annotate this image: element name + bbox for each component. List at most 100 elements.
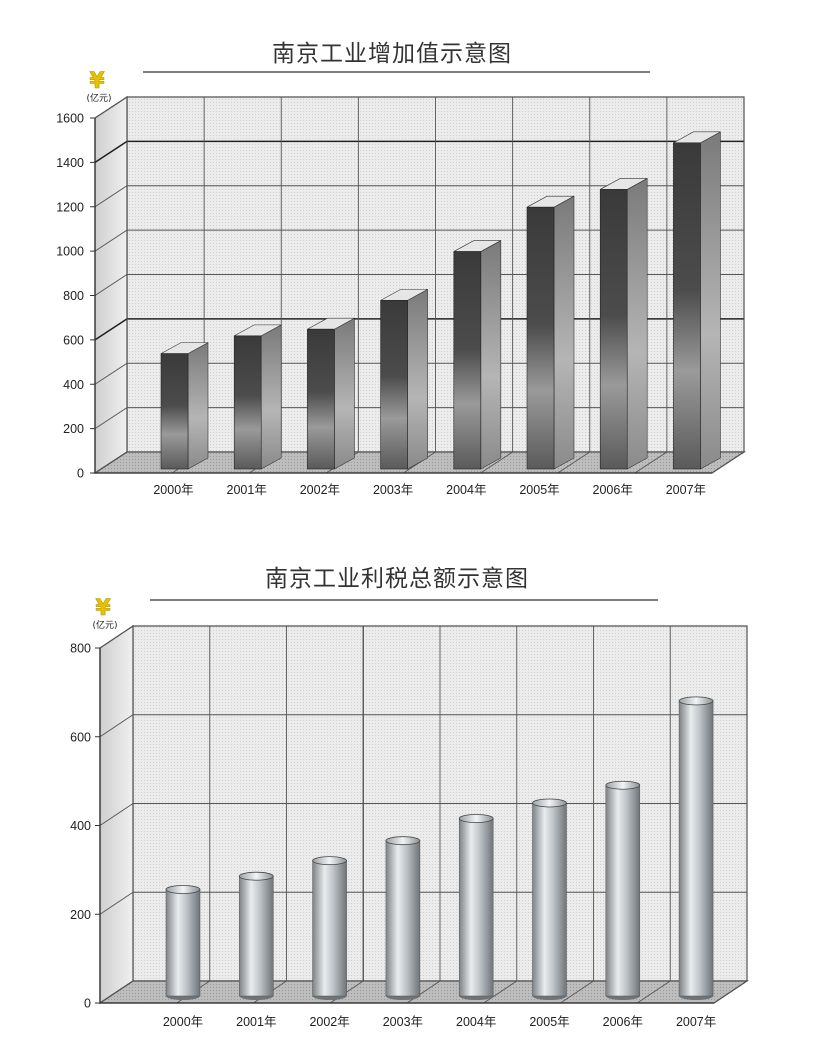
bar-body <box>312 860 347 997</box>
bar <box>307 317 355 470</box>
bar-side <box>553 195 575 470</box>
bar <box>453 240 502 470</box>
chart2-ytick-label: 200 <box>70 908 91 922</box>
bar <box>678 696 714 1000</box>
chart1-ytick-label: 1400 <box>56 156 84 170</box>
bar-body <box>458 818 494 997</box>
bar-top <box>678 696 714 706</box>
chart1-floor-divider <box>94 451 128 474</box>
bar-side <box>334 317 355 470</box>
bar <box>165 885 201 1000</box>
chart1-ytick-label: 1000 <box>56 245 84 259</box>
chart1-ytick-label: 200 <box>63 422 84 436</box>
chart2-bars <box>165 696 714 1000</box>
chart1-ytick-label: 600 <box>63 333 84 347</box>
bar <box>599 177 648 470</box>
bar <box>233 324 282 470</box>
bar-body <box>678 700 714 997</box>
chart1-xtick-label: 2005年 <box>519 483 559 497</box>
chart1-ytick-label: 400 <box>63 378 84 392</box>
chart2-unit-label: (亿元) <box>92 619 117 631</box>
chart2-xtick-label: 2007年 <box>676 1015 716 1029</box>
chart1-xtick-label: 2002年 <box>300 483 340 497</box>
bar-top <box>165 885 201 894</box>
bar-front <box>380 300 408 470</box>
chart2-currency-symbol: ¥ <box>95 596 111 621</box>
bar <box>458 814 494 1000</box>
chart1-ytick-label: 1200 <box>56 200 84 214</box>
chart2-xtick-label: 2000年 <box>163 1015 203 1029</box>
bar-body <box>239 875 274 997</box>
chart1-xtick-label: 2001年 <box>227 483 267 497</box>
chart1-floor-divider <box>557 451 590 474</box>
chart1-xtick-label: 2003年 <box>373 483 413 497</box>
bar <box>532 798 567 1000</box>
bar-side <box>260 324 282 470</box>
chart2-ytick-label: 600 <box>70 730 91 744</box>
chart1-unit-label: (亿元) <box>86 92 111 104</box>
chart2-xtick-label: 2004年 <box>456 1015 496 1029</box>
bar-front <box>307 328 335 470</box>
chart1-floor-divider <box>711 451 745 474</box>
chart1-xtick-label: 2007年 <box>666 483 706 497</box>
chart1-ytick-label: 1600 <box>56 112 84 126</box>
bar-front <box>599 189 628 470</box>
bar-body <box>605 784 641 997</box>
chart2-xtick-label: 2003年 <box>383 1015 423 1029</box>
chart1-title: 南京工业增加值示意图 <box>272 41 512 67</box>
chart1-floor-divider <box>634 451 668 474</box>
bar <box>160 342 209 470</box>
bar-top <box>532 798 567 808</box>
chart2-floor-divider <box>637 980 671 1004</box>
chart2-x-axis: 2000年 2001年 2002年 2003年 2004年 2005年 2006年 2007年 <box>163 1015 716 1029</box>
chart2-ytick-label: 400 <box>70 819 91 833</box>
chart2-xtick-label: 2001年 <box>236 1015 276 1029</box>
bar-front <box>673 142 701 470</box>
chart2-xtick-label: 2002年 <box>309 1015 349 1029</box>
chart2-floor-divider <box>99 980 134 1004</box>
chart2-floor-divider <box>713 980 748 1004</box>
chart1-xtick-label: 2000年 <box>153 483 193 497</box>
chart1-currency-symbol: ¥ <box>89 69 105 94</box>
bar-side <box>407 288 428 470</box>
bar-front <box>453 251 482 470</box>
bar-body <box>165 889 201 997</box>
chart2-xtick-label: 2005年 <box>529 1015 569 1029</box>
bar-top <box>458 814 494 823</box>
chart1-xtick-label: 2006年 <box>593 483 633 497</box>
bar-top <box>385 836 421 846</box>
chart2-floor-divider <box>483 980 517 1004</box>
bar <box>673 131 721 470</box>
chart1-y-axis: 0 200 400 600 800 1000 1200 1400 1600 <box>56 112 84 481</box>
bar-side <box>187 342 209 470</box>
chart2-ytick-label: 800 <box>70 642 91 656</box>
bar-side <box>480 240 502 470</box>
chart2-ytick-label: 0 <box>84 997 91 1011</box>
bar-front <box>233 335 262 470</box>
chart1-x-axis: 2000年 2001年 2002年 2003年 2004年 2005年 2006年 2007年 <box>153 483 706 497</box>
chart1-ytick-label: 0 <box>77 467 84 481</box>
bar-side <box>626 177 648 470</box>
bar-body <box>385 840 421 997</box>
chart1-bars <box>160 131 721 470</box>
bar <box>385 836 421 1000</box>
chart1-ytick-label: 800 <box>63 289 84 303</box>
chart2-xtick-label: 2006年 <box>603 1015 643 1029</box>
bar-front <box>526 206 555 470</box>
chart2-title: 南京工业利税总额示意图 <box>265 566 529 592</box>
chart2-floor-divider <box>560 980 594 1004</box>
bar-front <box>160 353 189 470</box>
bar-top <box>605 780 641 790</box>
bar <box>380 288 428 470</box>
bar <box>312 856 348 1000</box>
bar-top <box>312 856 348 866</box>
chart2-floor-divider <box>406 980 441 1004</box>
bar <box>238 871 274 1000</box>
bar-body <box>532 802 567 997</box>
bar <box>526 195 575 470</box>
bar <box>605 780 641 1000</box>
industrial-value-added-chart: 南京工业增加值示意图 ¥ (亿元) 0 200 400 600 800 1000 1200 1… <box>56 41 747 497</box>
chart1-xtick-label: 2004年 <box>446 483 486 497</box>
